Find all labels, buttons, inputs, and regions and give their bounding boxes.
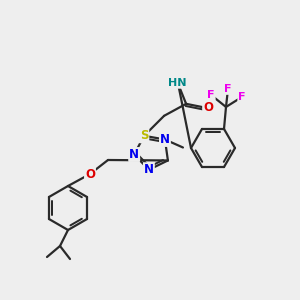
Text: S: S: [140, 129, 148, 142]
Text: HN: HN: [168, 78, 186, 88]
Text: F: F: [207, 90, 215, 100]
Text: O: O: [203, 101, 213, 114]
Text: N: N: [144, 163, 154, 176]
Text: N: N: [160, 133, 170, 146]
Text: N: N: [129, 148, 139, 161]
Text: F: F: [224, 84, 232, 94]
Text: O: O: [85, 167, 95, 181]
Text: F: F: [238, 92, 246, 102]
